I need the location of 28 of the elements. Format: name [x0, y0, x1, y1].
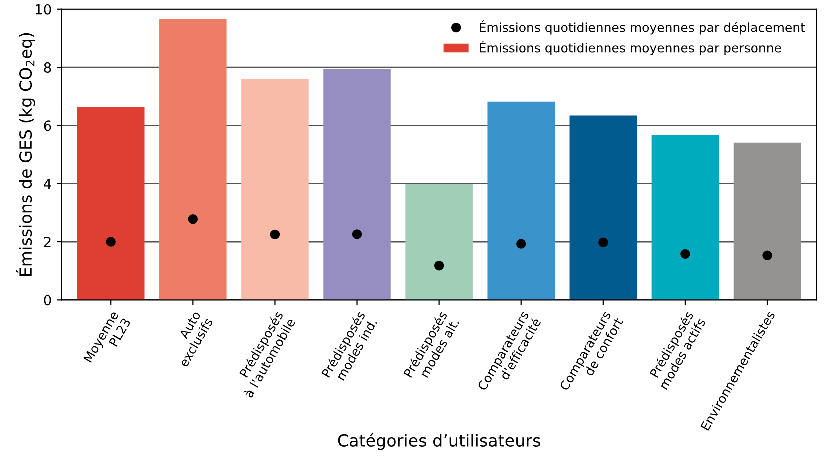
point	[106, 237, 116, 247]
y-tick-label: 6	[44, 120, 52, 132]
y-axis-title: Émissions de GES (kg CO$_{2}$eq)	[16, 33, 36, 276]
bar	[734, 142, 802, 300]
legend-label: Émissions quotidiennes moyennes par déplacement	[480, 20, 806, 35]
y-tick-label: 0	[44, 295, 52, 306]
bar	[77, 107, 145, 300]
point	[762, 250, 772, 261]
bar	[324, 68, 391, 300]
point	[434, 260, 444, 271]
bar	[406, 184, 473, 300]
y-tick-label: 2	[44, 236, 51, 248]
point	[352, 230, 362, 240]
bar	[242, 79, 309, 300]
bar	[488, 102, 556, 300]
x-axis-title: Catégories d’utilisateurs	[338, 433, 540, 450]
bar	[160, 20, 227, 300]
point	[516, 239, 526, 249]
bar	[652, 135, 720, 300]
legend-label: Émissions quotidiennes moyennes par personne	[480, 41, 782, 56]
point	[680, 249, 690, 260]
bar	[570, 116, 638, 300]
y-tick-label: 10	[36, 4, 52, 15]
point	[598, 238, 608, 248]
point	[188, 214, 198, 224]
y-tick-label: 4	[44, 179, 52, 190]
point	[270, 230, 280, 240]
y-tick-label: 8	[44, 62, 52, 74]
